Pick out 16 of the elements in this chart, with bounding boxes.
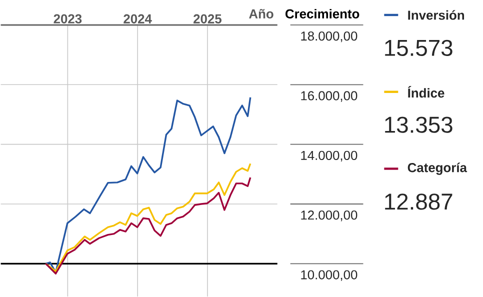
legend-label: Índice (408, 86, 444, 98)
y-tick-label: 12.000,00 (301, 210, 358, 222)
text: 12.887 (385, 194, 452, 210)
x-tick-label: 2023 (54, 14, 82, 24)
text: 15.573 (385, 40, 452, 56)
y-tick-label: 14.000,00 (301, 150, 358, 162)
y-tick-label: 18.000,00 (301, 32, 358, 42)
text: 13.353 (385, 116, 452, 133)
y-tick-label: 10.000,00 (301, 270, 358, 281)
legend-label: Categoría (408, 162, 468, 175)
x-tick-label: 2025 (194, 14, 222, 24)
y-tick-label: 16.000,00 (301, 91, 358, 102)
legend-label: Inversión (408, 10, 464, 20)
x-axis-title: Año (249, 9, 274, 18)
y-axis-title: Crecimiento (285, 8, 360, 18)
x-tick-label: 2024 (124, 14, 152, 24)
